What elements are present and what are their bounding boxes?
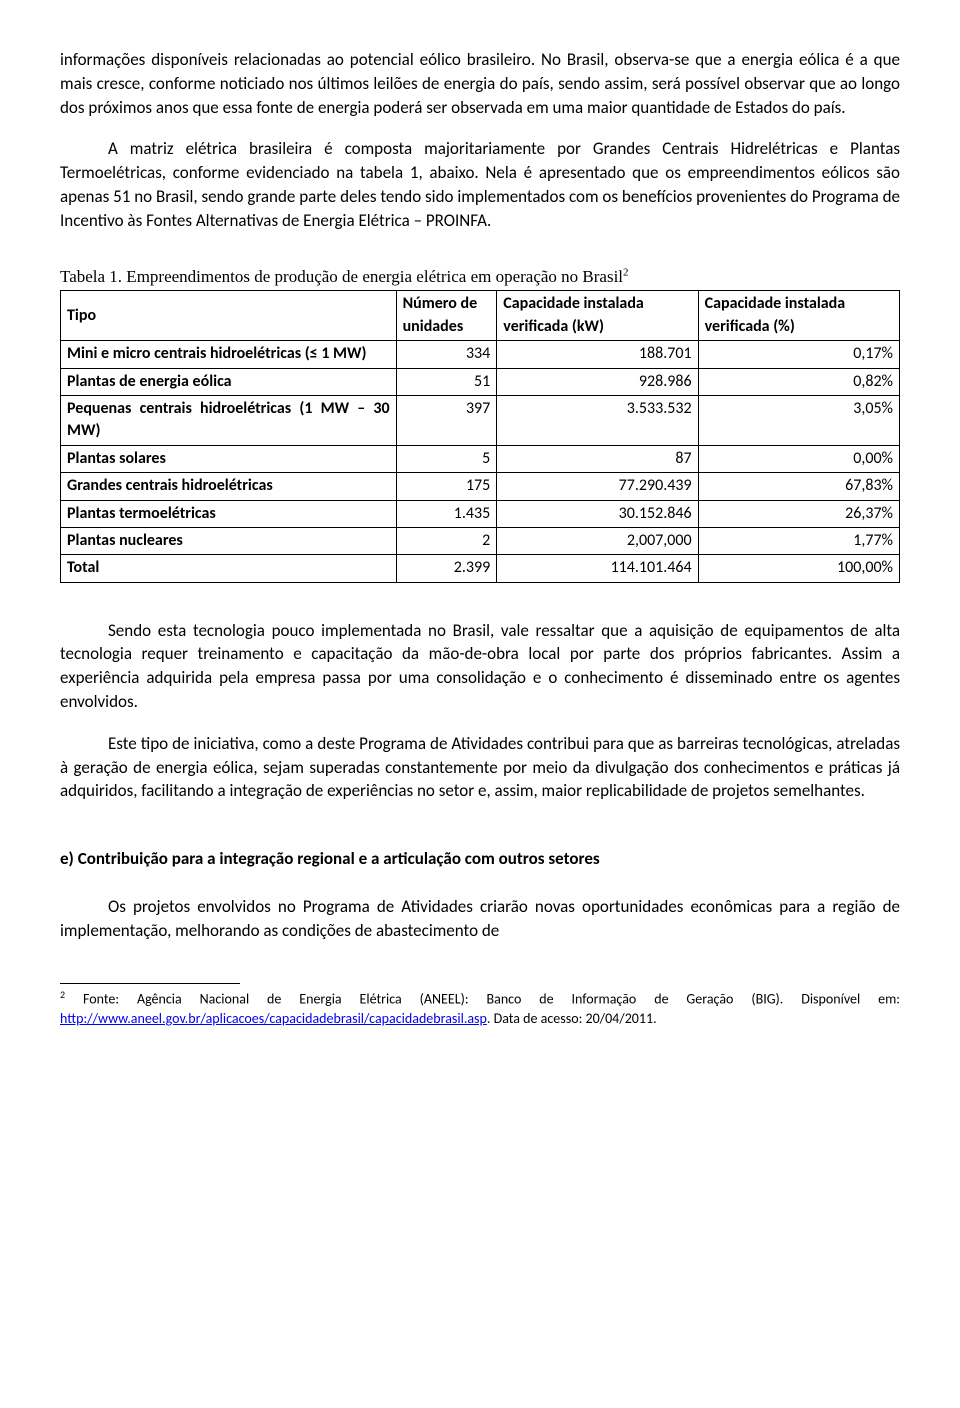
table-row: Total 2.399 114.101.464 100,00% bbox=[61, 555, 900, 582]
table-caption-text: Tabela 1. Empreendimentos de produção de… bbox=[60, 267, 623, 286]
cell-kw: 114.101.464 bbox=[497, 555, 698, 582]
paragraph-2: A matriz elétrica brasileira é composta … bbox=[60, 137, 900, 232]
table-caption: Tabela 1. Empreendimentos de produção de… bbox=[60, 265, 900, 289]
data-table: Tipo Número de unidades Capacidade insta… bbox=[60, 290, 900, 582]
table-body: Mini e micro centrais hidroelétricas (≤ … bbox=[61, 341, 900, 583]
cell-kw: 87 bbox=[497, 445, 698, 472]
paragraph-4: Este tipo de iniciativa, como a deste Pr… bbox=[60, 732, 900, 803]
footnote-separator bbox=[60, 983, 240, 984]
cell-kw: 2,007,000 bbox=[497, 527, 698, 554]
paragraph-5: Os projetos envolvidos no Programa de At… bbox=[60, 895, 900, 943]
cell-pct: 0,17% bbox=[698, 341, 899, 368]
cell-num: 2.399 bbox=[396, 555, 497, 582]
cell-kw: 30.152.846 bbox=[497, 500, 698, 527]
cell-kw: 3.533.532 bbox=[497, 395, 698, 445]
footnote: 2 Fonte: Agência Nacional de Energia Elé… bbox=[60, 988, 900, 1029]
cell-pct: 67,83% bbox=[698, 473, 899, 500]
cell-pct: 1,77% bbox=[698, 527, 899, 554]
cell-num: 5 bbox=[396, 445, 497, 472]
cell-num: 2 bbox=[396, 527, 497, 554]
footnote-text-before: Fonte: Agência Nacional de Energia Elétr… bbox=[65, 990, 900, 1007]
cell-kw: 188.701 bbox=[497, 341, 698, 368]
table-row: Grandes centrais hidroelétricas 175 77.2… bbox=[61, 473, 900, 500]
cell-pct: 0,82% bbox=[698, 368, 899, 395]
col-tipo: Tipo bbox=[61, 291, 397, 341]
cell-num: 175 bbox=[396, 473, 497, 500]
table-row: Mini e micro centrais hidroelétricas (≤ … bbox=[61, 341, 900, 368]
cell-pct: 3,05% bbox=[698, 395, 899, 445]
cell-tipo: Plantas termoelétricas bbox=[61, 500, 397, 527]
cell-pct: 100,00% bbox=[698, 555, 899, 582]
cell-num: 334 bbox=[396, 341, 497, 368]
cell-tipo: Plantas nucleares bbox=[61, 527, 397, 554]
table-caption-sup: 2 bbox=[623, 266, 629, 278]
table-row: Plantas solares 5 87 0,00% bbox=[61, 445, 900, 472]
table-row: Plantas termoelétricas 1.435 30.152.846 … bbox=[61, 500, 900, 527]
table-row: Plantas de energia eólica 51 928.986 0,8… bbox=[61, 368, 900, 395]
col-numero: Número de unidades bbox=[396, 291, 497, 341]
cell-tipo: Grandes centrais hidroelétricas bbox=[61, 473, 397, 500]
col-kw: Capacidade instalada verificada (kW) bbox=[497, 291, 698, 341]
table-row: Pequenas centrais hidroelétricas (1 MW –… bbox=[61, 395, 900, 445]
col-pct: Capacidade instalada verificada (%) bbox=[698, 291, 899, 341]
paragraph-1: informações disponíveis relacionadas ao … bbox=[60, 48, 900, 119]
footnote-text-after: . Data de acesso: 20/04/2011. bbox=[487, 1010, 657, 1027]
cell-tipo: Plantas de energia eólica bbox=[61, 368, 397, 395]
cell-num: 51 bbox=[396, 368, 497, 395]
cell-kw: 77.290.439 bbox=[497, 473, 698, 500]
section-e-heading: e) Contribuição para a integração region… bbox=[60, 847, 900, 871]
paragraph-3: Sendo esta tecnologia pouco implementada… bbox=[60, 619, 900, 714]
cell-tipo: Mini e micro centrais hidroelétricas (≤ … bbox=[61, 341, 397, 368]
cell-pct: 0,00% bbox=[698, 445, 899, 472]
cell-tipo: Plantas solares bbox=[61, 445, 397, 472]
table-row: Plantas nucleares 2 2,007,000 1,77% bbox=[61, 527, 900, 554]
cell-num: 397 bbox=[396, 395, 497, 445]
cell-pct: 26,37% bbox=[698, 500, 899, 527]
table-header-row: Tipo Número de unidades Capacidade insta… bbox=[61, 291, 900, 341]
footnote-link[interactable]: http://www.aneel.gov.br/aplicacoes/capac… bbox=[60, 1010, 487, 1027]
cell-tipo: Pequenas centrais hidroelétricas (1 MW –… bbox=[61, 395, 397, 445]
cell-tipo: Total bbox=[61, 555, 397, 582]
cell-kw: 928.986 bbox=[497, 368, 698, 395]
cell-num: 1.435 bbox=[396, 500, 497, 527]
